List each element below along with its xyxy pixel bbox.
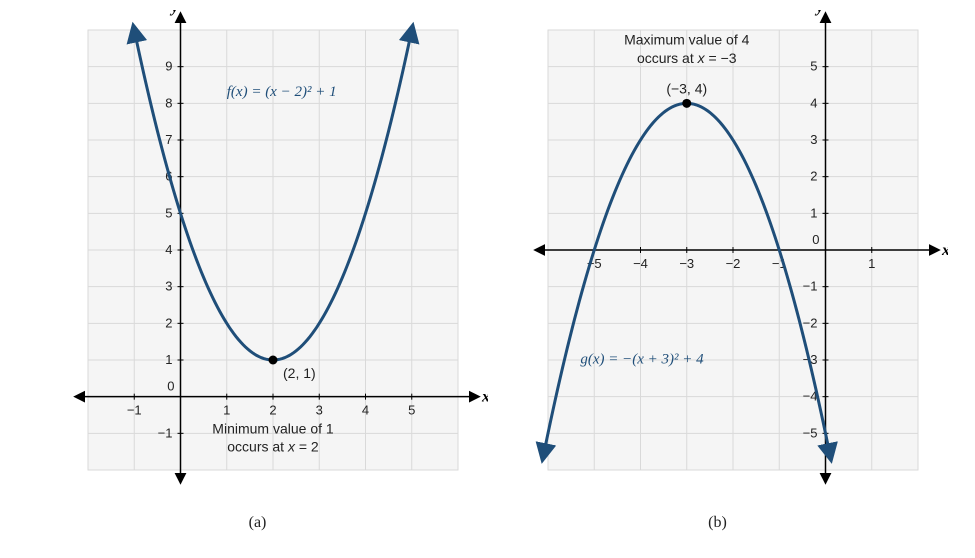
svg-text:−1: −1 <box>126 403 141 418</box>
svg-text:Maximum value of 4: Maximum value of 4 <box>624 32 749 48</box>
svg-text:0: 0 <box>167 379 174 394</box>
svg-text:(2, 1): (2, 1) <box>283 365 316 381</box>
svg-text:3: 3 <box>165 279 172 294</box>
svg-text:1: 1 <box>165 352 172 367</box>
svg-text:occurs at x = 2: occurs at x = 2 <box>227 439 319 455</box>
svg-text:y: y <box>169 10 179 16</box>
svg-text:−2: −2 <box>802 315 817 330</box>
svg-text:8: 8 <box>165 95 172 110</box>
svg-text:Minimum value of 1: Minimum value of 1 <box>212 420 334 436</box>
svg-text:0: 0 <box>812 232 819 247</box>
svg-text:2: 2 <box>269 403 276 418</box>
svg-text:4: 4 <box>810 95 817 110</box>
caption-b: (b) <box>488 514 948 532</box>
svg-text:−2: −2 <box>725 256 740 271</box>
svg-text:1: 1 <box>868 256 875 271</box>
plot-area-b: xy−5−4−3−2−101−5−4−3−2−112345Maximum val… <box>488 10 948 510</box>
svg-text:occurs at x = −3: occurs at x = −3 <box>636 50 736 66</box>
svg-text:2: 2 <box>810 169 817 184</box>
chart-svg-a: xy−1012345−1123456789f(x) = (x − 2)² + 1… <box>28 10 488 510</box>
svg-text:g(x) = −(x + 3)² + 4: g(x) = −(x + 3)² + 4 <box>580 352 704 368</box>
caption-a: (a) <box>28 514 488 532</box>
svg-text:x: x <box>941 242 948 259</box>
svg-text:2: 2 <box>165 315 172 330</box>
svg-text:−5: −5 <box>802 425 817 440</box>
svg-text:4: 4 <box>361 403 368 418</box>
chart-panel-a: xy−1012345−1123456789f(x) = (x − 2)² + 1… <box>28 10 488 550</box>
svg-text:1: 1 <box>810 205 817 220</box>
svg-text:9: 9 <box>165 59 172 74</box>
svg-text:y: y <box>814 10 824 16</box>
svg-text:x: x <box>481 389 488 406</box>
svg-text:4: 4 <box>165 242 172 257</box>
svg-text:5: 5 <box>408 403 415 418</box>
svg-text:3: 3 <box>315 403 322 418</box>
svg-text:−1: −1 <box>157 425 172 440</box>
plot-area-a: xy−1012345−1123456789f(x) = (x − 2)² + 1… <box>28 10 488 510</box>
svg-text:7: 7 <box>165 132 172 147</box>
chart-svg-b: xy−5−4−3−2−101−5−4−3−2−112345Maximum val… <box>488 10 948 510</box>
svg-text:1: 1 <box>223 403 230 418</box>
svg-text:(−3, 4): (−3, 4) <box>666 80 707 96</box>
svg-text:5: 5 <box>810 59 817 74</box>
chart-panel-b: xy−5−4−3−2−101−5−4−3−2−112345Maximum val… <box>488 10 948 550</box>
svg-text:f(x) = (x − 2)² + 1: f(x) = (x − 2)² + 1 <box>226 84 336 100</box>
svg-text:3: 3 <box>810 132 817 147</box>
svg-text:−3: −3 <box>679 256 694 271</box>
svg-text:5: 5 <box>165 205 172 220</box>
svg-text:−4: −4 <box>633 256 648 271</box>
svg-text:−1: −1 <box>802 279 817 294</box>
